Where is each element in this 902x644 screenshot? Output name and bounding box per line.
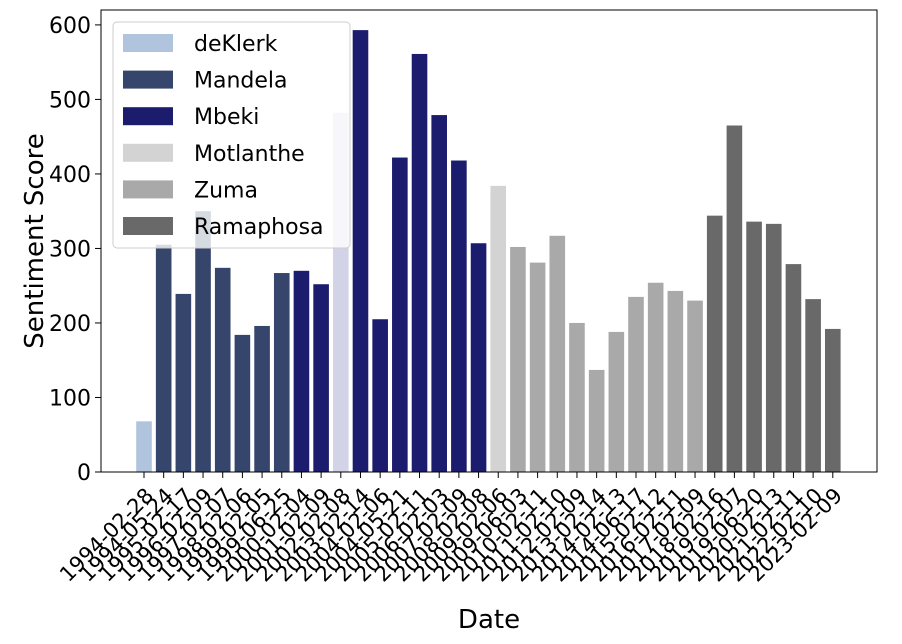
bar-2020-02-13 (765, 223, 782, 472)
bar-1997-02-07 (214, 267, 231, 472)
legend-swatch (123, 217, 173, 235)
y-tick-label: 600 (49, 14, 91, 39)
bar-2013-02-14 (588, 369, 605, 472)
bar-1994-02-28 (136, 421, 152, 472)
bar-2003-02-14 (352, 30, 369, 473)
bar-2018-02-16 (706, 215, 723, 472)
bar-2007-02-09 (451, 160, 467, 472)
bar-1994-05-24 (155, 244, 172, 472)
legend-swatch (123, 34, 173, 52)
y-tick-label: 300 (49, 237, 91, 262)
legend-label: Motlanthe (194, 142, 305, 167)
bar-2016-02-11 (667, 290, 684, 472)
legend-swatch (123, 107, 173, 126)
x-axis-label: Date (458, 605, 520, 635)
bar-1996-02-09 (195, 211, 211, 472)
bar-2005-02-11 (411, 53, 428, 473)
bar-2008-02-08 (470, 243, 487, 472)
bar-2009-02-06 (490, 185, 507, 473)
plot-frame (100, 9, 878, 473)
legend-label: Mbeki (194, 105, 259, 130)
y-axis-label: Sentiment Score (20, 133, 50, 348)
y-tick-label: 100 (49, 386, 91, 411)
bar-1999-06-25 (273, 273, 290, 472)
bar-2009-06-03 (510, 246, 526, 472)
bar-2010-02-11 (529, 262, 546, 472)
bar-1995-02-17 (175, 293, 192, 472)
y-tick-label: 200 (49, 312, 91, 337)
legend: deKlerk Mandela Mbeki Motlanthe Zuma Ramapho… (112, 21, 351, 249)
bar-2019-02-07 (726, 125, 743, 472)
bar-2004-05-21 (392, 157, 408, 473)
bar-2023-02-09 (825, 328, 841, 472)
bar-2022-02-10 (805, 299, 821, 472)
legend-label: Mandela (194, 69, 288, 94)
x-axis-ticks: 1994-02-281994-05-241995-02-171996-02-09… (55, 472, 847, 587)
legend-label: deKlerk (194, 32, 278, 57)
bar-1998-02-06 (234, 334, 251, 472)
legend-label: Ramaphosa (194, 215, 324, 240)
bar-2004-02-06 (372, 319, 388, 472)
bar-2011-02-10 (549, 235, 566, 472)
bar-2012-02-09 (569, 322, 585, 472)
bar-2017-02-09 (687, 300, 703, 472)
y-tick-label: 0 (77, 461, 91, 486)
y-axis-ticks: 0 100 200 300 400 500 600 (49, 14, 101, 486)
bar-2019-06-20 (746, 221, 762, 472)
bar-2000-02-04 (293, 270, 310, 472)
bar-2014-06-17 (628, 296, 644, 472)
legend-swatch (123, 70, 173, 89)
legend-label: Zuma (194, 178, 258, 203)
legend-swatch (123, 180, 173, 199)
y-tick-label: 400 (49, 163, 91, 188)
legend-swatch (123, 143, 173, 162)
bar-2015-02-12 (647, 282, 664, 472)
bar-2014-02-13 (608, 331, 625, 472)
bar-2021-02-11 (785, 264, 802, 472)
bar-2001-02-09 (313, 284, 329, 472)
y-tick-label: 500 (49, 88, 91, 113)
bar-1999-02-05 (254, 325, 270, 472)
bars-group (136, 30, 841, 473)
bar-2006-02-03 (431, 115, 447, 472)
